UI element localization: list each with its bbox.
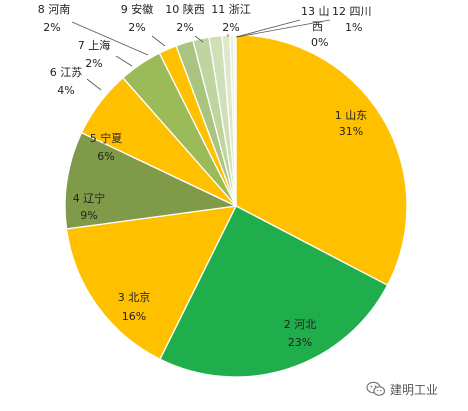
pie-slice: [65, 205, 238, 361]
leader-line: [71, 21, 149, 56]
slice-percent: 2%: [85, 57, 102, 70]
leader-line: [151, 35, 166, 47]
slice-percent: 0%: [311, 36, 328, 49]
slice-percent: 6%: [97, 150, 114, 163]
slice-percent: 1%: [345, 21, 362, 34]
slice-label: 11 浙江: [211, 3, 251, 16]
pie-slice: [235, 34, 408, 287]
slice-label: 10 陕西: [165, 2, 205, 16]
labels-layer: 1 山东 31% 2 河北 23% 3 北京 16% 4 辽宁 9% 5 宁夏 6% 6 江苏 4% 7…: [38, 2, 372, 349]
slice-label: 8 河南: [38, 3, 71, 16]
slice-label: 4 辽宁: [73, 191, 106, 205]
slice-label: 3 北京: [118, 290, 151, 304]
slice-label: 2 河北: [284, 318, 317, 331]
watermark: 建明工业: [366, 378, 438, 400]
leader-line: [236, 19, 331, 38]
wechat-icon: [366, 381, 386, 396]
watermark-text: 建明工业: [390, 382, 439, 397]
slice-percent: 9%: [80, 209, 97, 222]
slice-label: 6 江苏: [50, 66, 83, 79]
slice-label: 9 安徽: [121, 2, 154, 16]
slice-label: 7 上海: [78, 38, 111, 52]
pie-slice: [159, 205, 389, 378]
slice-label: 西: [312, 20, 323, 33]
pie-slice: [232, 34, 237, 207]
slice-label: 5 宁夏: [90, 131, 123, 145]
slice-label: 12 四川: [332, 5, 372, 18]
slices-layer: [64, 34, 408, 378]
slice-percent: 2%: [222, 21, 239, 34]
slice-percent: 2%: [43, 21, 60, 34]
slice-percent: 23%: [288, 336, 312, 349]
slice-percent: 2%: [176, 21, 193, 34]
slice-percent: 4%: [57, 84, 74, 97]
leader-line: [235, 19, 301, 38]
leader-line: [194, 35, 204, 43]
slice-percent: 16%: [122, 310, 146, 323]
slice-label: 1 山东: [335, 109, 368, 122]
pie-slice: [64, 131, 239, 230]
leader-line: [115, 55, 133, 67]
slice-percent: 31%: [339, 125, 363, 138]
slice-percent: 2%: [128, 21, 145, 34]
slice-label: 13 山: [301, 5, 330, 18]
leader-line: [86, 78, 102, 91]
leader-lines-layer: [71, 19, 331, 91]
